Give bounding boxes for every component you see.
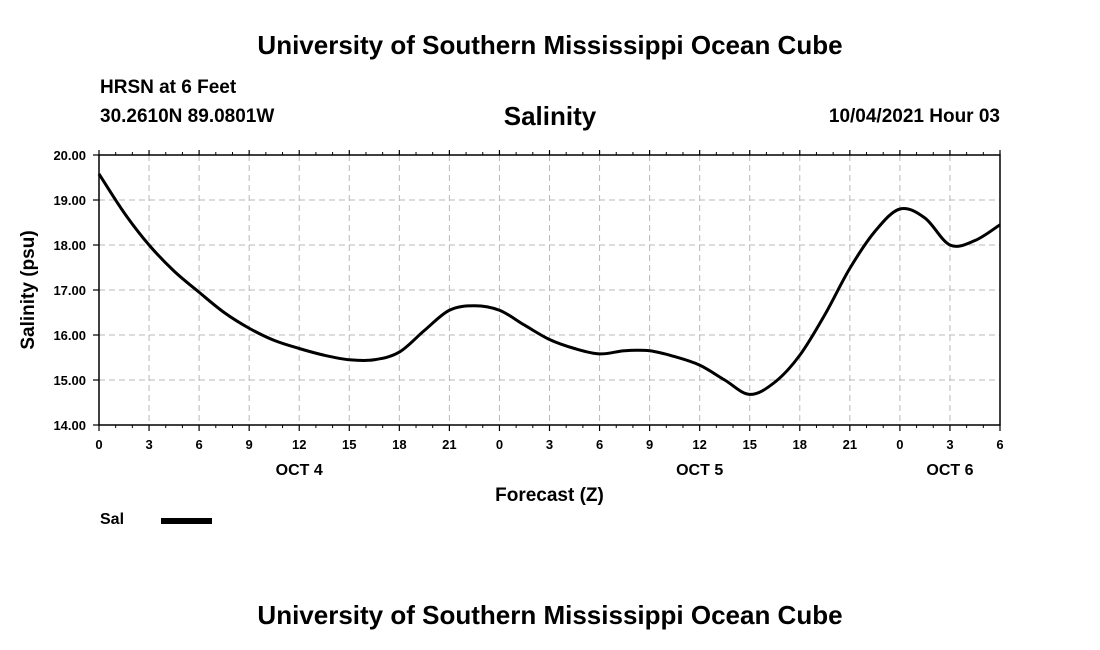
- y-tick-label: 16.00: [53, 328, 86, 343]
- page-title: University of Southern Mississippi Ocean…: [257, 30, 843, 60]
- station-label: HRSN at 6 Feet: [100, 77, 237, 98]
- y-axis-label: Salinity (psu): [18, 230, 39, 349]
- x-tick-label: 6: [996, 437, 1003, 452]
- forecast-date-label: 10/04/2021 Hour 03: [828, 106, 1000, 127]
- x-tick-label: 0: [496, 437, 503, 452]
- x-tick-label: 15: [742, 437, 756, 452]
- y-tick-label: 19.00: [53, 193, 86, 208]
- x-tick-label: 9: [246, 437, 253, 452]
- x-tick-label: 15: [342, 437, 356, 452]
- plot-frame: [98, 154, 1001, 426]
- coordinates-label: 30.2610N 89.0801W: [100, 106, 275, 127]
- footer-title: University of Southern Mississippi Ocean…: [257, 600, 843, 630]
- series-group: [97, 173, 1001, 396]
- legend: Sal: [100, 511, 212, 528]
- y-tick-label: 17.00: [53, 283, 86, 298]
- day-label: OCT 5: [676, 462, 723, 479]
- legend-label: Sal: [100, 511, 124, 528]
- series-line-sal: [97, 173, 1001, 396]
- x-tick-label: 6: [195, 437, 202, 452]
- day-label: OCT 6: [926, 462, 973, 479]
- x-tick-label: 18: [392, 437, 406, 452]
- x-tick-label: 12: [692, 437, 706, 452]
- x-tick-label: 3: [946, 437, 953, 452]
- y-tick-label: 20.00: [53, 148, 86, 163]
- x-tick-label: 12: [292, 437, 306, 452]
- x-tick-label: 0: [896, 437, 903, 452]
- x-tick-label: 6: [596, 437, 603, 452]
- x-tick-label: 21: [843, 437, 857, 452]
- x-tick-label: 9: [646, 437, 653, 452]
- y-tick-label: 14.00: [53, 418, 86, 433]
- grid-lines: [99, 155, 1000, 425]
- x-tick-label: 18: [793, 437, 807, 452]
- chart-title: Salinity: [503, 101, 597, 131]
- axis-labels: 0 3 6 9 12 15 18 21 0 3 6 9 12 15 18 21 0 3 6 14.00 15.00 16.…: [18, 148, 1004, 506]
- x-tick-label: 21: [442, 437, 456, 452]
- x-tick-label: 3: [145, 437, 152, 452]
- x-tick-label: 3: [546, 437, 553, 452]
- x-axis-label: Forecast (Z): [495, 485, 604, 506]
- y-tick-label: 15.00: [53, 373, 86, 388]
- y-tick-label: 18.00: [53, 238, 86, 253]
- x-tick-label: 0: [95, 437, 102, 452]
- day-label: OCT 4: [276, 462, 323, 479]
